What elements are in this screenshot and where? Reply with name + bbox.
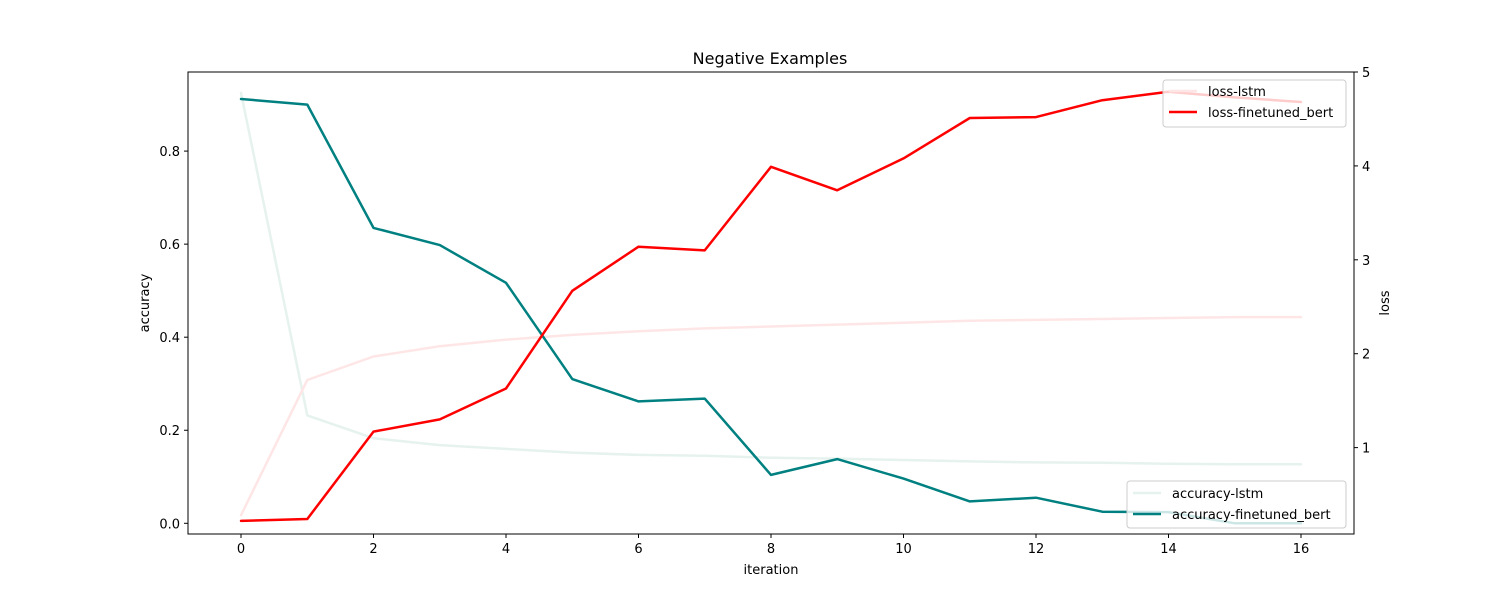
legend-loss-lstm-label: loss-lstm [1208, 85, 1266, 100]
y-left-tick-label: 0.6 [159, 238, 180, 253]
plot-area [239, 90, 1303, 525]
y-right-tick-label: 3 [1362, 254, 1370, 269]
series-line-loss-finetuned_bert [239, 90, 1303, 523]
legend-loss: loss-lstm loss-finetuned_bert [1162, 79, 1347, 128]
legend-loss-box [1162, 79, 1347, 128]
series-line-accuracy-finetuned_bert [239, 97, 1303, 525]
y-left-tick-label: 0.8 [159, 145, 180, 160]
legend-accuracy-bert-label: accuracy-finetuned_bert [1172, 508, 1331, 523]
y-left-tick-label: 0.0 [159, 517, 180, 532]
x-tick-label: 8 [767, 542, 775, 557]
x-tick-label: 16 [1293, 542, 1310, 557]
y-axis-right-label: loss [1378, 290, 1393, 315]
y-right-tick-label: 4 [1362, 160, 1370, 175]
legend-accuracy-box [1126, 480, 1347, 529]
legend-accuracy-lstm-label: accuracy-lstm [1172, 487, 1263, 502]
series-line-accuracy-lstm [239, 91, 1303, 466]
y-left-tick-label: 0.2 [159, 424, 180, 439]
chart-title: Negative Examples [693, 49, 848, 68]
y-axis-left: 0.0 0.2 0.4 0.6 0.8 [159, 145, 188, 532]
x-tick-label: 2 [369, 542, 377, 557]
x-tick-label: 12 [1028, 542, 1045, 557]
x-tick-label: 0 [237, 542, 245, 557]
y-axis-left-label: accuracy [138, 273, 153, 332]
x-axis: 0 2 4 6 8 10 12 14 16 [237, 534, 1309, 557]
y-right-tick-label: 1 [1362, 442, 1370, 457]
x-tick-label: 10 [895, 542, 912, 557]
legend-loss-bert-label: loss-finetuned_bert [1208, 106, 1333, 121]
series-line-loss-lstm [239, 315, 1303, 517]
y-left-tick-label: 0.4 [159, 331, 180, 346]
x-tick-label: 4 [502, 542, 510, 557]
x-tick-label: 6 [634, 542, 642, 557]
x-tick-label: 14 [1160, 542, 1177, 557]
x-axis-label: iteration [744, 563, 799, 578]
y-axis-right: 1 2 3 4 5 [1354, 66, 1370, 457]
y-right-tick-label: 5 [1362, 66, 1370, 81]
y-right-tick-label: 2 [1362, 348, 1370, 363]
legend-accuracy: accuracy-lstm accuracy-finetuned_bert [1126, 480, 1347, 529]
